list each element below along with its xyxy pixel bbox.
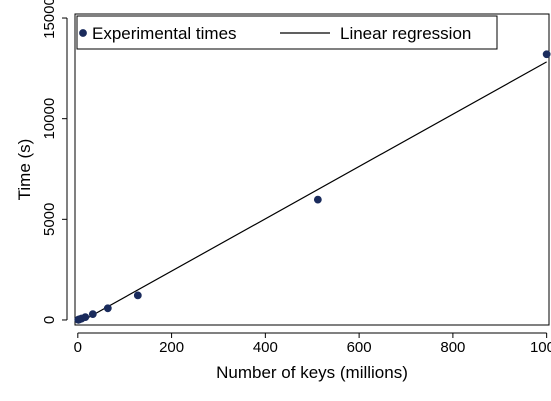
y-tick-label: 5000 (41, 203, 58, 236)
y-tick-label: 15000 (41, 0, 58, 39)
x-tick-label: 800 (440, 339, 465, 356)
x-axis-title: Number of keys (millions) (216, 363, 408, 382)
data-point (103, 304, 112, 313)
x-tick-label: 0 (74, 339, 82, 356)
x-tick-label: 200 (159, 339, 184, 356)
x-tick-label: 1000 (530, 339, 551, 356)
legend-marker-experimental (79, 29, 87, 37)
data-point (81, 313, 90, 322)
data-point (313, 195, 322, 204)
plot-area (74, 13, 550, 326)
y-tick-label: 10000 (41, 98, 58, 140)
data-point (88, 310, 97, 319)
legend-label-regression: Linear regression (340, 24, 471, 43)
y-tick-label: 0 (41, 316, 58, 324)
y-axis-title: Time (s) (15, 139, 34, 201)
data-point (542, 50, 551, 59)
x-tick-label: 400 (253, 339, 278, 356)
legend-label-experimental: Experimental times (92, 24, 237, 43)
data-point (133, 291, 142, 300)
regression-line (77, 61, 547, 324)
x-tick-label: 600 (347, 339, 372, 356)
